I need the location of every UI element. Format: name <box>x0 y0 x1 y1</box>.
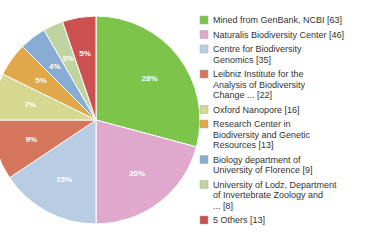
legend-label: Naturalis Biodiversity Center [46] <box>213 30 344 40</box>
legend-swatch <box>200 45 208 53</box>
legend-swatch <box>200 31 208 39</box>
slice <box>96 120 196 224</box>
legend-swatch <box>200 106 208 114</box>
legend-swatch <box>200 156 208 164</box>
slice <box>63 16 96 120</box>
legend-swatch <box>200 120 208 128</box>
legend-swatch <box>200 16 208 24</box>
data-label: 20% <box>129 169 145 178</box>
legend-label: Leibniz Institute for theAnalysis of Bio… <box>213 69 306 100</box>
legend: Mined from GenBank, NCBI [63] Naturalis B… <box>200 15 344 225</box>
legend-swatch <box>200 181 208 189</box>
legend-label: Research Center inBiodiversity and Genet… <box>213 119 311 150</box>
pie <box>0 16 200 224</box>
data-label: 5% <box>79 49 91 58</box>
data-label: 5% <box>35 76 47 85</box>
data-label: 4% <box>49 62 61 71</box>
legend-label: 5 Others [13] <box>213 215 265 225</box>
data-label: 7% <box>24 100 36 109</box>
legend-label: Centre for BiodiversityGenomics [35] <box>213 44 302 65</box>
legend-label: University of Lodz, Departmentof Inverte… <box>213 180 337 211</box>
data-labels: 28%20%15%9%7%5%4%3%5% <box>24 49 157 184</box>
data-label: 9% <box>26 135 38 144</box>
data-label: 3% <box>62 54 74 63</box>
legend-swatch <box>200 216 208 224</box>
data-label: 28% <box>142 74 158 83</box>
data-label: 15% <box>56 175 72 184</box>
slice <box>0 120 96 178</box>
chart: 28%20%15%9%7%5%4%3%5%Mined from GenBank,… <box>0 0 380 240</box>
legend-label: Mined from GenBank, NCBI [63] <box>213 15 342 25</box>
legend-label: Oxford Nanopore [16] <box>213 105 300 115</box>
legend-label: Biology department ofUniversity of Flore… <box>213 155 313 176</box>
legend-swatch <box>200 70 208 78</box>
